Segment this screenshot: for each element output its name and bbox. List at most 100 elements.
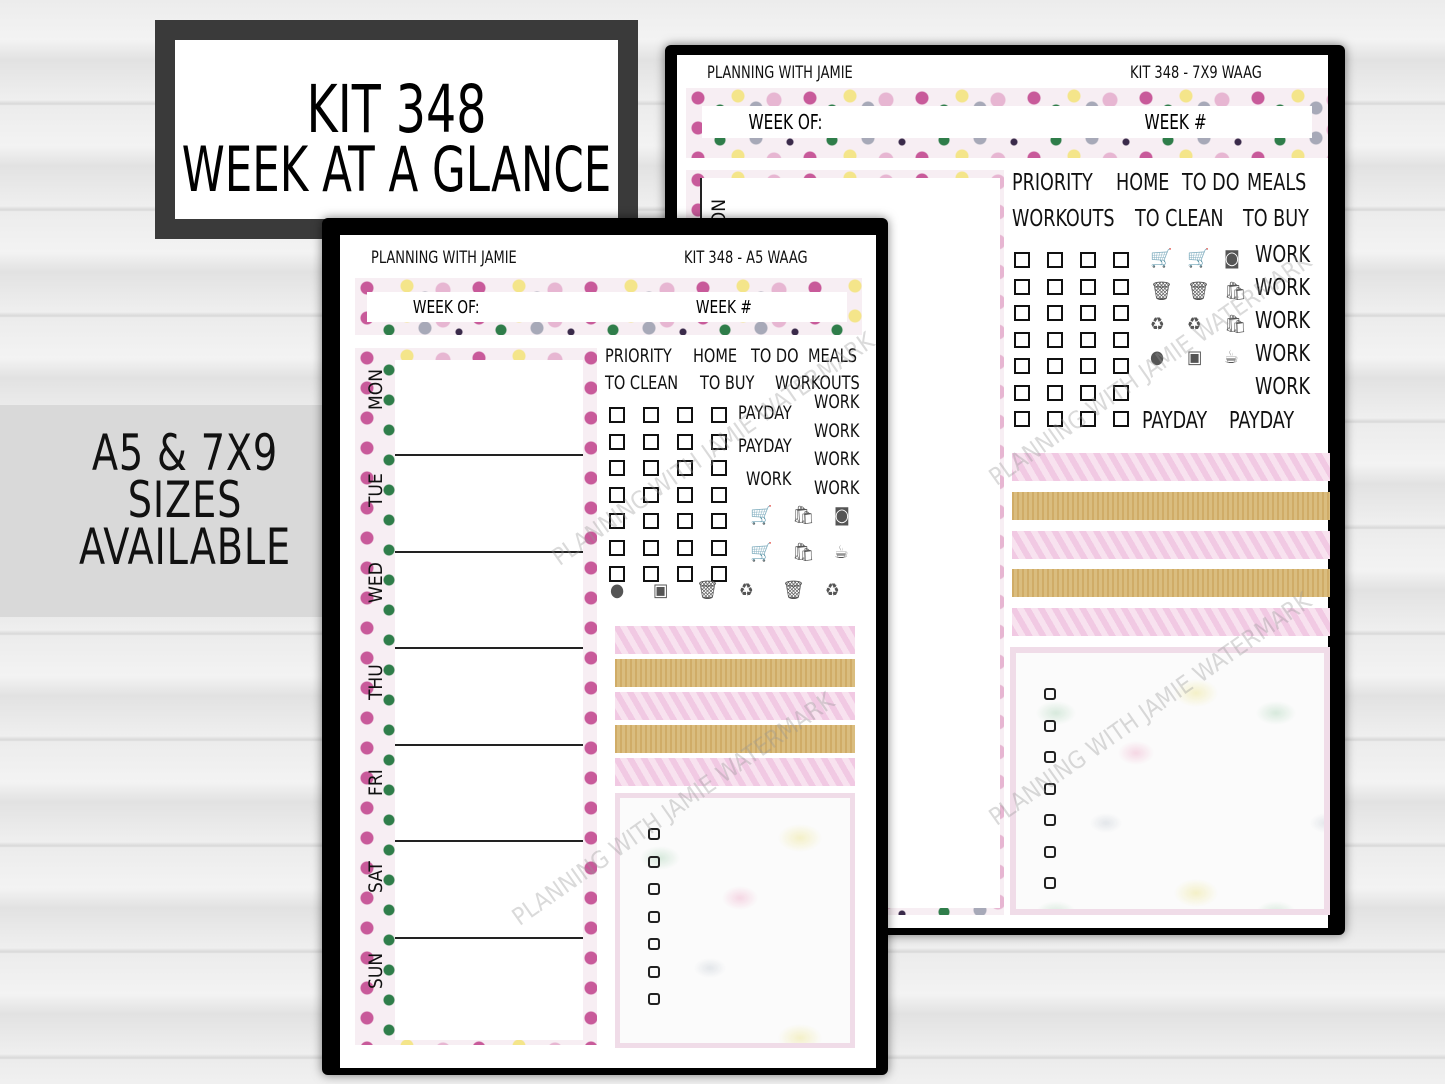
checkbox-sticker: [711, 513, 727, 529]
week-banner: WEEK OF: WEEK #: [355, 278, 862, 335]
grocery-bag-icon: 🛍: [792, 542, 815, 563]
day-row: [395, 360, 583, 456]
week-number-label: WEEK #: [696, 296, 753, 318]
washing-machine-icon: ◙: [834, 505, 850, 526]
checkbox-sticker: [711, 539, 727, 556]
washi-strip: [615, 659, 855, 687]
sticker-label: PAYDAY: [738, 402, 792, 424]
sticker-label: WORK: [814, 448, 860, 470]
checkbox-sticker: [1014, 411, 1030, 427]
brand-label: PLANNING WITH JAMIE: [371, 248, 517, 268]
checkbox-sticker: [677, 407, 693, 423]
day-label-thu: THU: [365, 663, 387, 700]
checkbox-sticker: [1047, 252, 1063, 268]
cart-icon: 🛒: [750, 542, 773, 563]
sticker-label: TO BUY: [1243, 206, 1309, 232]
sticker-label: WORK: [1255, 341, 1310, 367]
sticker-label: TO DO: [1182, 170, 1240, 196]
checkbox-sticker: [1014, 384, 1030, 401]
checkbox-sticker: [1047, 331, 1063, 348]
sticker-label: WORKOUTS: [775, 372, 860, 394]
washi-strip: [1012, 569, 1330, 597]
recycle-icon: ♻: [739, 580, 754, 601]
sticker-label: HOME: [693, 345, 738, 367]
butterfly-notes-sticker: [615, 793, 855, 1048]
checkbox-sticker: [1080, 331, 1096, 348]
checkbox-sticker: [1080, 384, 1096, 401]
sticker-label: WORK: [746, 468, 792, 490]
coffee-cup-icon: ☕: [834, 542, 849, 563]
sticker-label: WORKOUTS: [1012, 206, 1115, 232]
sticker-label: MEALS: [808, 345, 857, 367]
checkbox-sticker: [643, 486, 659, 503]
washing-machine-icon: ◙: [1224, 248, 1240, 269]
checkbox-sticker: [1080, 252, 1096, 268]
checkbox-sticker: [609, 407, 625, 423]
cart-icon: 🛒: [1150, 248, 1173, 269]
checkbox-sticker: [1080, 278, 1096, 295]
sheet-a5: PLANNING WITH JAMIE KIT 348 - A5 WAAG WE…: [322, 218, 888, 1075]
washi-strip: [1012, 492, 1330, 520]
day-label-sat: SAT: [365, 860, 387, 893]
washi-strip: [615, 626, 855, 654]
checkbox-ring: [648, 910, 660, 923]
day-row: [395, 746, 583, 842]
kit-name: WEEK AT A GLANCE: [181, 133, 612, 206]
checkbox-sticker: [711, 433, 727, 450]
checkbox-ring: [1044, 751, 1056, 763]
sticker-label: MEALS: [1247, 170, 1307, 196]
grocery-bag-icon: 🛍: [1224, 281, 1247, 302]
checkbox-ring: [648, 993, 660, 1005]
day-label-sun: SUN: [365, 952, 387, 989]
checkbox-sticker: [643, 513, 659, 529]
sticker-label: PAYDAY: [738, 435, 792, 457]
sticker-label: TO CLEAN: [1135, 206, 1224, 232]
trash-icon: 🗑: [696, 580, 719, 601]
phone-icon: ●: [1150, 347, 1165, 368]
day-row: [395, 553, 583, 649]
kit-label: KIT 348 - 7X9 WAAG: [1130, 63, 1262, 83]
checkbox-sticker: [643, 407, 659, 423]
day-row: [395, 939, 583, 1035]
gray-band: [0, 405, 330, 617]
checkbox-sticker: [677, 433, 693, 450]
week-banner: WEEK OF: WEEK #: [686, 88, 1328, 158]
checkbox-sticker: [711, 566, 727, 582]
checkbox-sticker: [643, 460, 659, 476]
sticker-label: PRIORITY: [605, 345, 672, 367]
recycle-icon: ♻: [1150, 314, 1165, 335]
checkbox-sticker: [711, 460, 727, 476]
sticker-label: WORK: [1255, 275, 1310, 301]
checkbox-ring: [648, 828, 660, 840]
checkbox-sticker: [609, 486, 625, 503]
kit-label: KIT 348 - A5 WAAG: [684, 248, 808, 268]
checkbox-ring: [1044, 814, 1056, 826]
scale-icon: ▣: [1187, 347, 1203, 368]
checkbox-sticker: [1113, 278, 1129, 295]
day-label-fri: FRI: [365, 769, 387, 796]
phone-icon: ●: [610, 580, 625, 601]
grocery-bag-icon: 🛍: [1224, 314, 1247, 335]
checkbox-sticker: [1014, 252, 1030, 268]
cart-icon: 🛒: [1187, 248, 1210, 269]
checkbox-sticker: [711, 407, 727, 423]
checkbox-sticker: [1113, 252, 1129, 268]
checkbox-sticker: [1047, 278, 1063, 295]
checkbox-sticker: [1047, 305, 1063, 321]
checkbox-sticker: [643, 566, 659, 582]
checkbox-ring: [1044, 688, 1056, 700]
checkbox-ring: [1044, 782, 1056, 795]
trash-icon: 🗑: [1150, 281, 1173, 302]
kit-number: KIT 348: [306, 71, 487, 148]
day-label-tue: TUE: [365, 472, 387, 507]
checkbox-sticker: [1047, 411, 1063, 427]
checkbox-sticker: [677, 539, 693, 556]
checkbox-sticker: [1080, 305, 1096, 321]
sticker-label: WORK: [1255, 308, 1310, 334]
sticker-label: TO CLEAN: [605, 372, 679, 394]
sticker-label: TO BUY: [700, 372, 755, 394]
sizes-line-3: AVAILABLE: [78, 518, 292, 576]
checkbox-sticker: [609, 433, 625, 450]
checkbox-sticker: [677, 486, 693, 503]
week-of-label: WEEK OF:: [412, 296, 480, 318]
